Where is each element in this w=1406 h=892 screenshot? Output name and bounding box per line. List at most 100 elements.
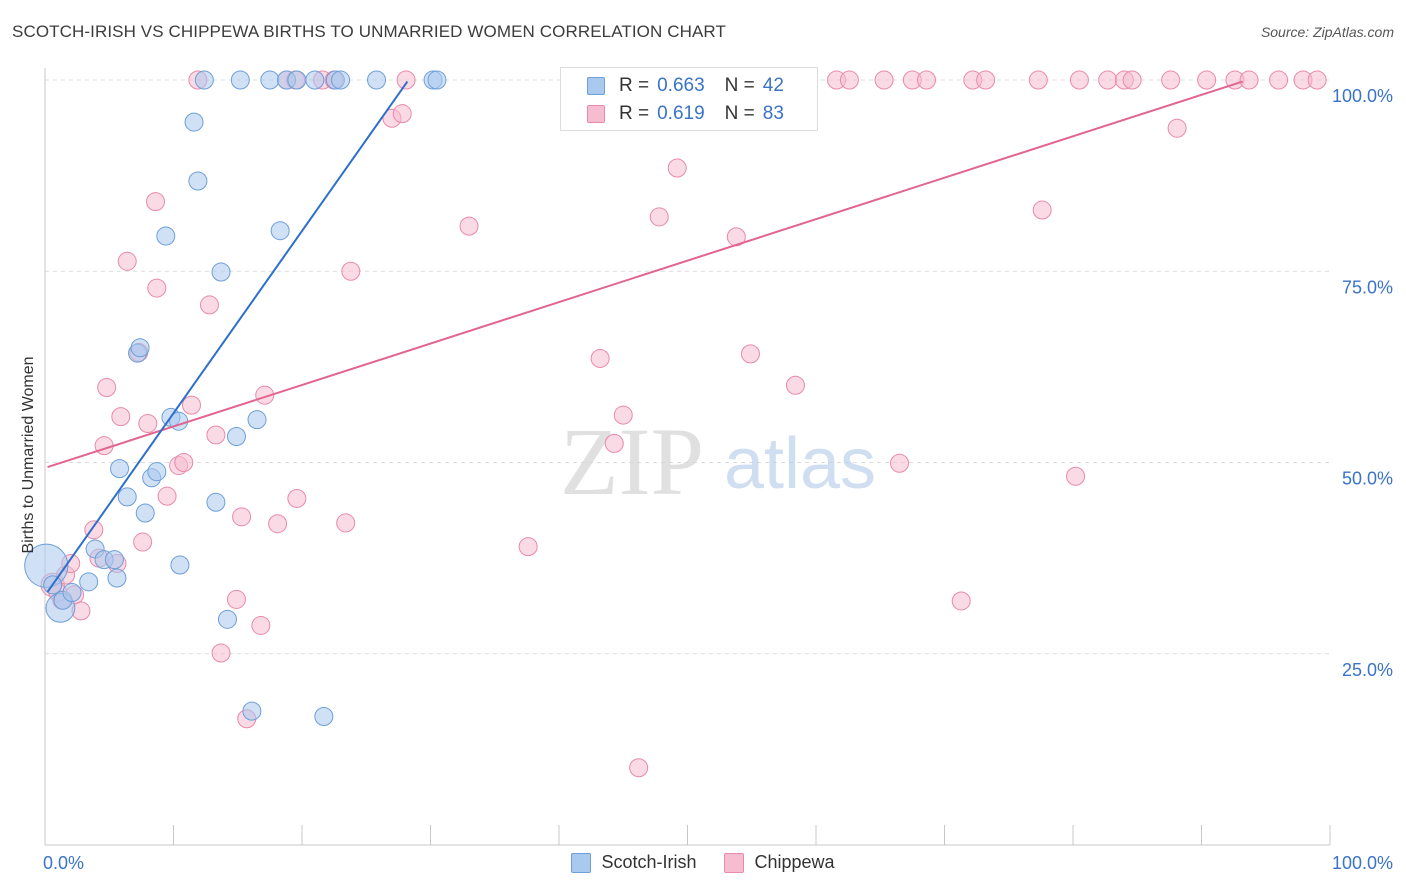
legend-n-label: N = [724, 75, 755, 96]
y-tick-label: 25.0% [1342, 660, 1393, 680]
chippewa-point [629, 758, 649, 778]
chippewa-point [174, 453, 194, 472]
chippewa-point [133, 532, 153, 552]
chippewa-point [1066, 466, 1086, 486]
chippewa-point [1239, 70, 1259, 90]
trendlines [46, 80, 1243, 593]
y-tick-label: 100.0% [1332, 86, 1393, 106]
scotch-irish-point [230, 70, 250, 90]
scotch-irish-point [62, 583, 82, 603]
chippewa-point [181, 395, 201, 415]
chippewa-point [117, 251, 137, 271]
legend-label-scotch-irish: Scotch-Irish [601, 852, 697, 872]
x-tick-label: 0.0% [43, 853, 84, 873]
watermark-atlas: atlas [724, 424, 876, 504]
scotch-irish-point [287, 70, 307, 90]
chippewa-point [1122, 70, 1142, 90]
chart-title: SCOTCH-IRISH VS CHIPPEWA BIRTHS TO UNMAR… [12, 22, 726, 41]
chippewa-point [226, 589, 246, 609]
legend-row-scotch-irish: R = 0.663 N = 42 [587, 73, 812, 99]
scotch-irish-point [79, 572, 99, 592]
chippewa-point [392, 104, 412, 124]
legend-n-value: 83 [762, 103, 784, 124]
scotch-irish-point [107, 568, 127, 588]
chippewa-point [199, 295, 219, 315]
chippewa-point [138, 413, 158, 433]
scotch-irish-point [206, 492, 226, 512]
scotch-irish-point [188, 171, 208, 191]
scotch-irish-point [270, 221, 290, 241]
chippewa-point [604, 433, 624, 453]
chippewa-point [890, 453, 910, 473]
legend-swatch-pink [587, 105, 605, 123]
chippewa-point [1167, 118, 1187, 138]
scotch-irish-point [194, 70, 214, 90]
chippewa-point [251, 615, 271, 635]
chippewa-point [839, 70, 859, 90]
chippewa-point [396, 70, 416, 90]
chippewa-point [206, 425, 226, 445]
scotch-irish-point [117, 487, 137, 507]
scotch-irish-trendline [46, 80, 409, 593]
chippewa-point [667, 158, 687, 178]
legend-item-chippewa[interactable]: Chippewa [724, 852, 835, 873]
legend-swatch-blue [587, 77, 605, 95]
scotch-irish-point [130, 338, 150, 358]
chippewa-point [590, 348, 610, 368]
scotch-irish-point [147, 462, 167, 482]
chippewa-point [1098, 70, 1118, 90]
chippewa-point [287, 488, 307, 508]
chippewa-point [740, 344, 760, 364]
chippewa-point [1032, 200, 1052, 220]
chippewa-point [146, 192, 166, 212]
chippewa-point [1269, 70, 1289, 90]
axes [44, 68, 1331, 846]
legend-n-value: 42 [762, 75, 784, 96]
chippewa-point [518, 537, 538, 557]
scotch-irish-point [184, 112, 204, 132]
correlation-legend: R = 0.663 N = 42 R = 0.619 N = 83 [560, 67, 818, 131]
chippewa-point [336, 513, 356, 533]
y-tick-label: 75.0% [1342, 277, 1393, 297]
scotch-irish-point [226, 426, 246, 446]
scotch-irish-point [135, 503, 155, 523]
chippewa-trendline [47, 80, 1243, 469]
tick-labels: 25.0% 50.0% 75.0% 100.0% 0.0% 100.0% [43, 86, 1393, 873]
y-axis-label: Births to Unmarried Women [20, 356, 37, 554]
scotch-irish-point [104, 550, 124, 570]
chippewa-point [976, 70, 996, 90]
y-tick-label: 50.0% [1342, 469, 1393, 489]
chippewa-point [917, 70, 937, 90]
chippewa-point [951, 591, 971, 611]
scotch-irish-point [305, 70, 325, 90]
scotch-irish-point [156, 226, 176, 246]
chippewa-point [1307, 70, 1327, 90]
scotch-irish-point [242, 701, 262, 721]
watermark-zip: ZIP [560, 408, 704, 515]
series-legend: Scotch-Irish Chippewa [0, 852, 1406, 873]
chippewa-point [97, 378, 117, 398]
scotch-irish-point [260, 70, 280, 90]
legend-r-label: R = [619, 103, 650, 124]
chippewa-point [1197, 70, 1217, 90]
chippewa-point [341, 261, 361, 281]
chippewa-point [613, 405, 633, 425]
legend-item-scotch-irish[interactable]: Scotch-Irish [571, 852, 696, 873]
chippewa-point [211, 643, 231, 663]
chippewa-point [157, 486, 177, 506]
source-credit: Source: ZipAtlas.com [1260, 24, 1394, 40]
x-tick-label: 100.0% [1332, 853, 1393, 873]
legend-label-chippewa: Chippewa [754, 852, 835, 872]
legend-swatch-blue [571, 852, 592, 873]
gridlines [45, 79, 1330, 655]
legend-r-value: 0.619 [657, 103, 705, 124]
scotch-irish-point [331, 70, 351, 90]
chippewa-point [649, 207, 669, 227]
chippewa-point [268, 514, 288, 534]
chippewa-point [232, 507, 252, 527]
legend-row-chippewa: R = 0.619 N = 83 [587, 101, 812, 127]
chippewa-point [255, 385, 275, 405]
legend-n-label: N = [724, 103, 755, 124]
chippewa-point [785, 375, 805, 395]
